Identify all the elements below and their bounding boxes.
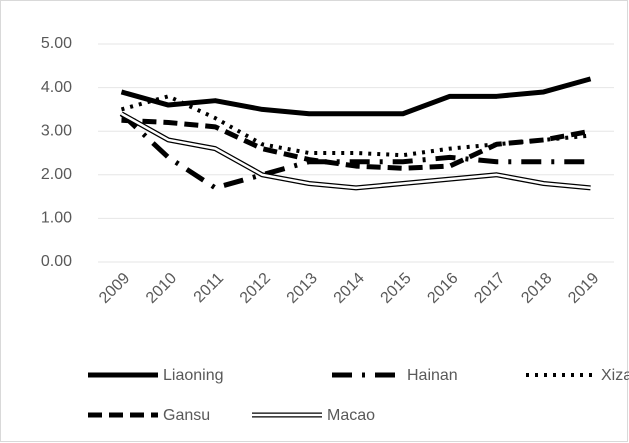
legend-label: Gansu xyxy=(163,407,210,424)
y-tick-label: 1.00 xyxy=(41,210,72,227)
legend-label: Macao xyxy=(327,407,375,424)
legend-label: Hainan xyxy=(407,367,458,384)
y-tick-label: 3.00 xyxy=(41,122,72,139)
series-line xyxy=(120,76,592,117)
series-line xyxy=(119,111,591,191)
y-tick-label: 2.00 xyxy=(41,166,72,183)
y-tick-label: 4.00 xyxy=(41,79,72,96)
legend-label: Liaoning xyxy=(163,367,224,384)
legend-label: Xizang xyxy=(601,367,629,384)
series-line xyxy=(121,117,592,171)
y-tick-label: 0.00 xyxy=(41,253,72,270)
series-line-inner xyxy=(120,112,591,190)
y-tick-label: 5.00 xyxy=(41,35,72,52)
